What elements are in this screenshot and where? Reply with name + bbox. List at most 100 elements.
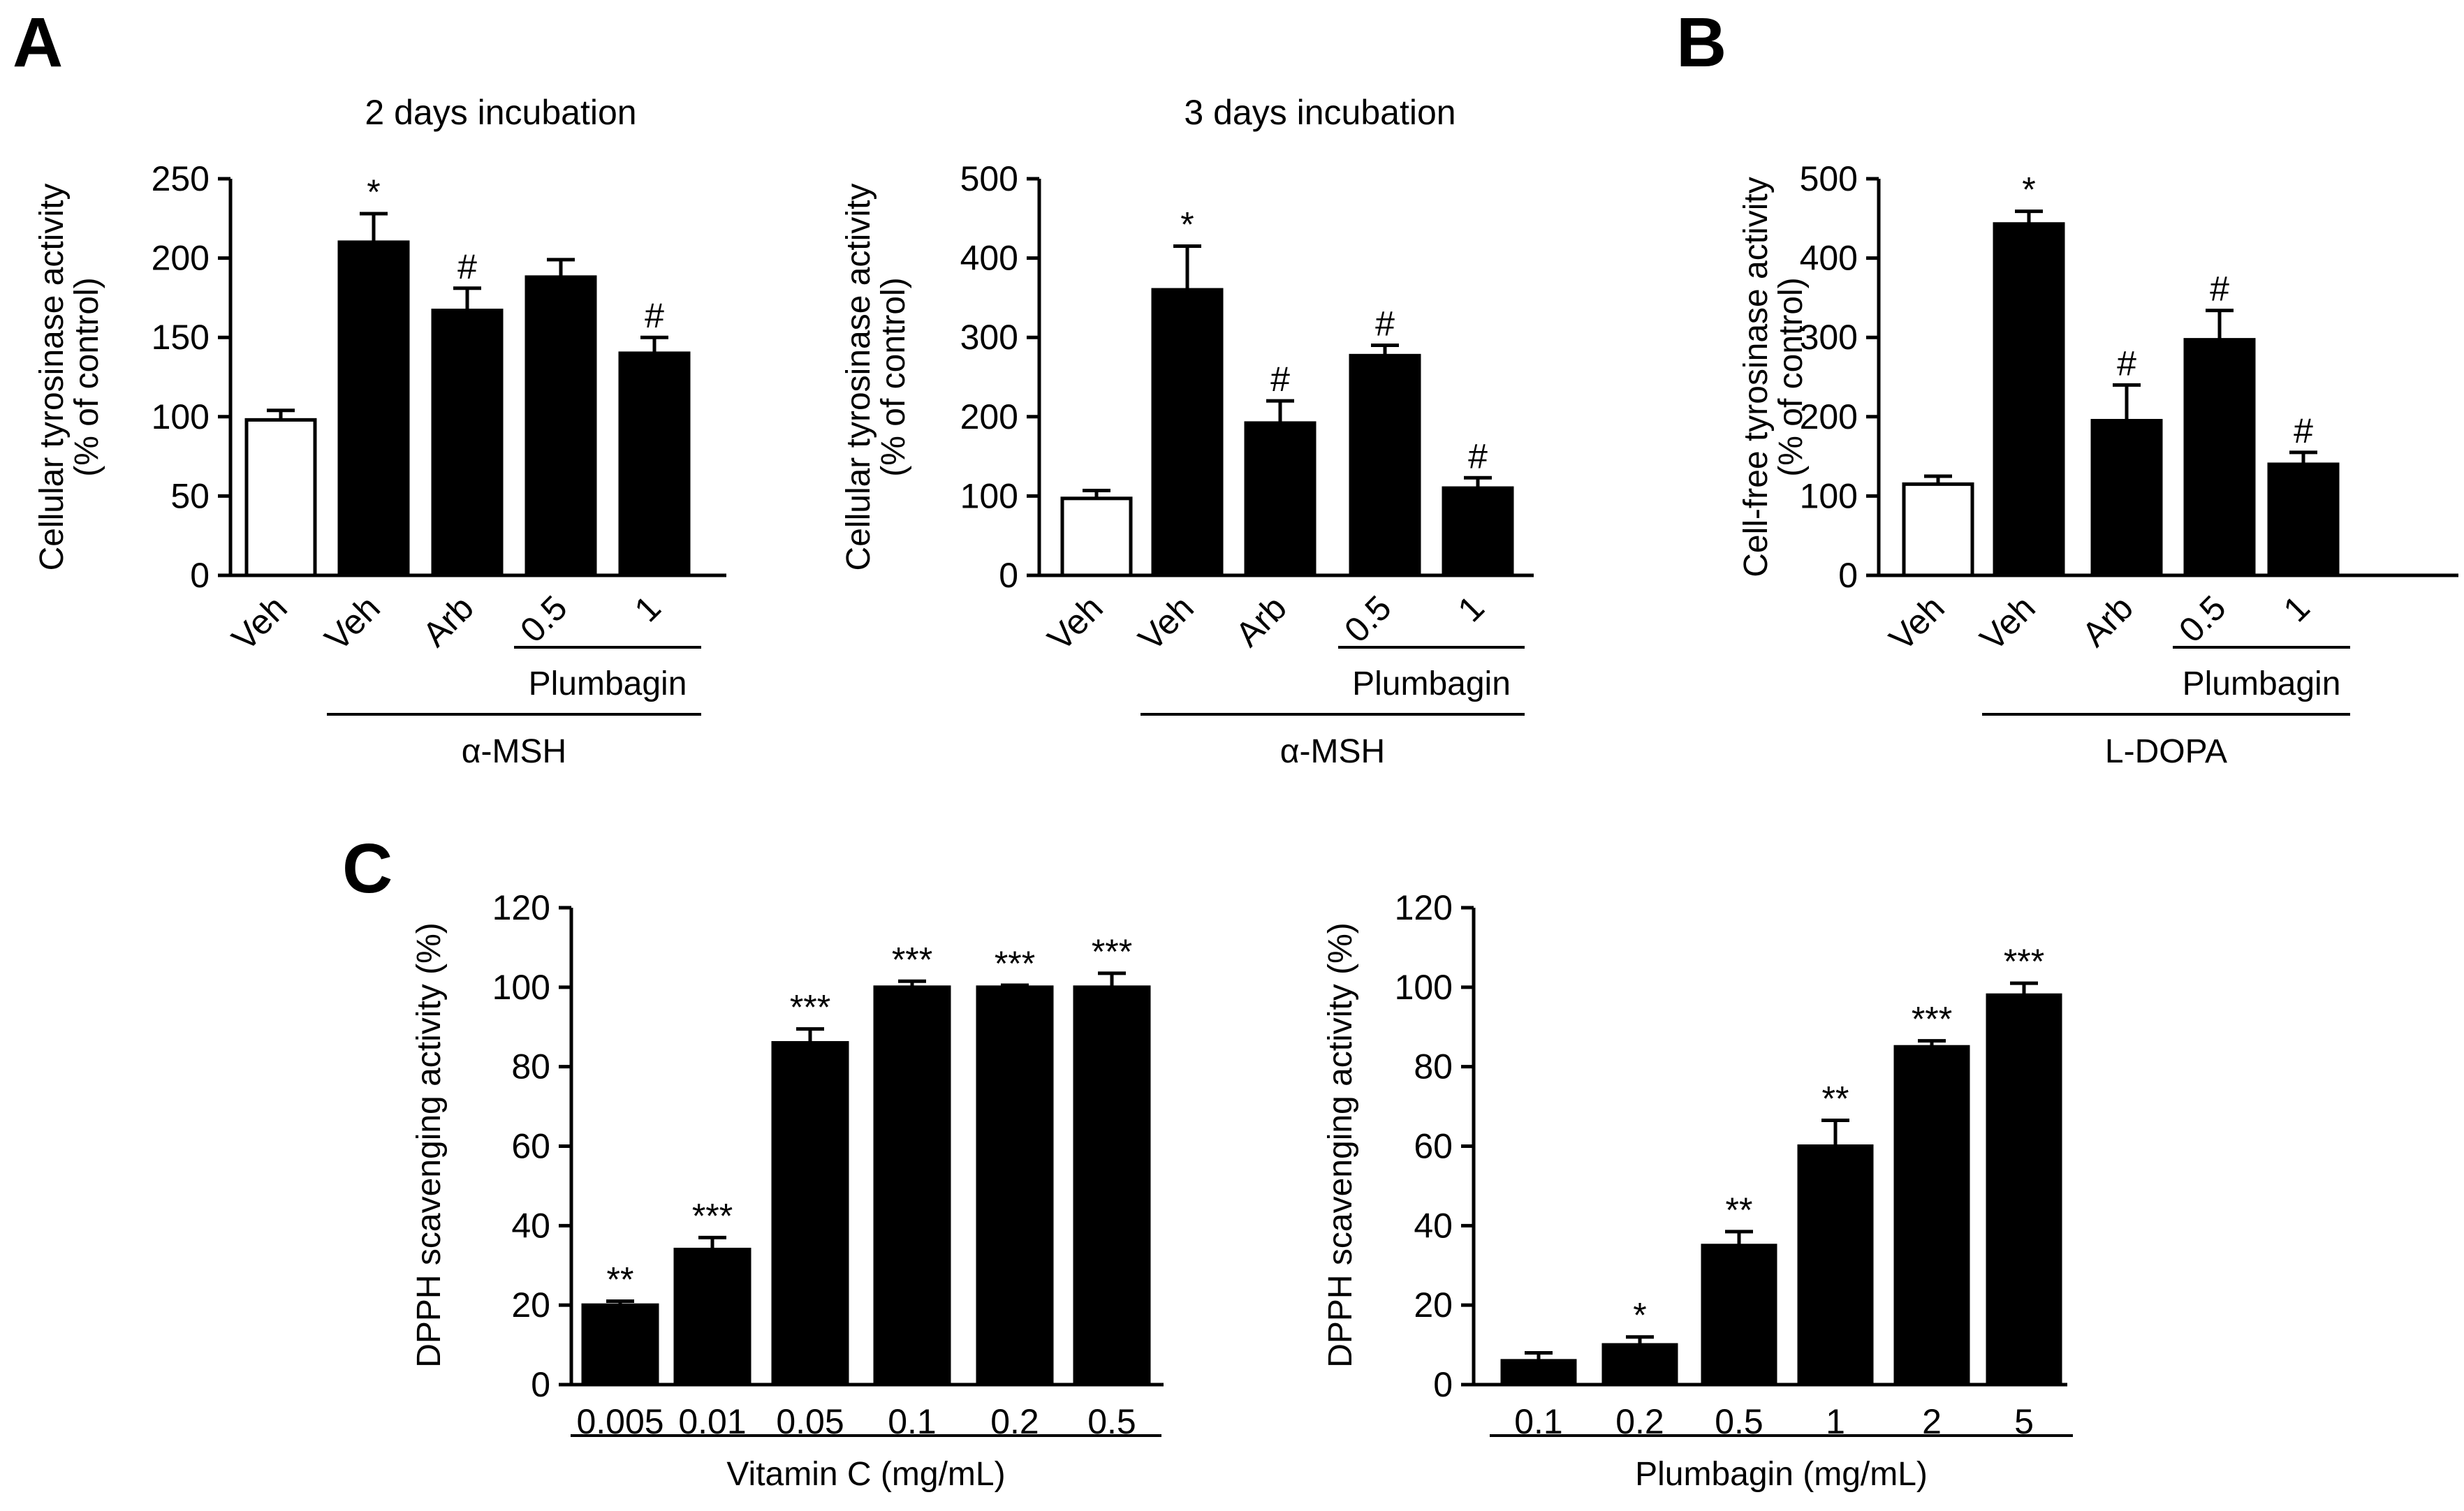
- group-label: Plumbagin: [1352, 665, 1511, 702]
- x-tick-label: 1: [1451, 588, 1492, 629]
- y-tick-label: 0: [1433, 1365, 1453, 1404]
- significance-mark: ***: [2004, 942, 2044, 981]
- y-tick-label: 40: [1414, 1206, 1453, 1245]
- significance-mark: ***: [995, 944, 1035, 983]
- bar: [1701, 1244, 1777, 1387]
- y-tick-label: 80: [511, 1047, 550, 1086]
- chart-a1-cellular-tyrosinase-2days: 2 days incubation 0 50 100 150 200 250 Cellular…: [34, 93, 726, 770]
- group-label: Plumbagin (mg/mL): [1635, 1456, 1928, 1493]
- y-tick-label: 20: [511, 1285, 550, 1325]
- group-label: Vitamin C (mg/mL): [726, 1456, 1005, 1493]
- x-tick-label: 0.5: [1337, 588, 1399, 650]
- y-tick-label: 150: [152, 318, 210, 357]
- significance-mark: ***: [1092, 932, 1132, 971]
- significance-mark: #: [2210, 270, 2229, 309]
- bar: [1993, 222, 2065, 577]
- y-tick-label: 400: [960, 239, 1018, 278]
- y-tick-label: 300: [960, 318, 1018, 357]
- y-tick-label: 100: [492, 968, 550, 1007]
- panel-letter-b: B: [1676, 3, 1726, 82]
- y-tick-label: 100: [1800, 476, 1858, 515]
- x-tick-label: Arb: [2074, 588, 2141, 654]
- x-tick-label: 1: [627, 588, 668, 629]
- significance-mark: #: [457, 247, 477, 286]
- y-axis-label-units: (% of control): [875, 277, 912, 476]
- bar: [1151, 288, 1224, 577]
- x-tick-label: Veh: [317, 588, 388, 658]
- y-axis-label: DPPH scavenging activity (%): [1322, 922, 1359, 1368]
- x-tick-label: Veh: [1972, 588, 2043, 658]
- y-tick-label: 200: [960, 397, 1018, 436]
- significance-mark: *: [367, 172, 380, 212]
- significance-mark: #: [1270, 360, 1290, 399]
- significance-mark: #: [1375, 304, 1395, 344]
- bar: [431, 309, 504, 577]
- y-tick-label: 0: [531, 1365, 550, 1404]
- chart-a2-cellular-tyrosinase-3days: 3 days incubation 0 100 200 300 400 500 Cellula…: [840, 93, 1534, 770]
- x-tick-label: Veh: [224, 588, 295, 658]
- y-tick-label: 250: [152, 159, 210, 198]
- y-tick-label: 500: [960, 159, 1018, 198]
- x-tick-label: Arb: [415, 588, 481, 654]
- significance-mark: *: [1180, 205, 1194, 244]
- x-tick-label: Veh: [1131, 588, 1201, 658]
- bar: [1797, 1144, 1874, 1387]
- significance-mark: **: [1822, 1079, 1849, 1119]
- bar: [618, 351, 691, 577]
- x-tick-label: 0.5: [513, 588, 575, 650]
- y-tick-label: 400: [1800, 239, 1858, 278]
- y-tick-label: 60: [511, 1127, 550, 1166]
- bar: [1442, 486, 1514, 577]
- group-label: α-MSH: [1280, 733, 1385, 770]
- y-tick-label: 200: [1800, 397, 1858, 436]
- y-tick-label: 100: [960, 476, 1018, 515]
- bar: [873, 985, 951, 1387]
- y-tick-label: 0: [999, 556, 1018, 595]
- group-label: L-DOPA: [2105, 733, 2227, 770]
- significance-mark: ***: [1912, 1000, 1952, 1039]
- x-tick-label: 1: [2276, 588, 2317, 629]
- bar: [1986, 993, 2062, 1387]
- chart-b-cell-free-tyrosinase: 0 100 200 300 400 500 Cell-free tyrosinase act…: [1738, 159, 2458, 770]
- y-tick-label: 120: [1395, 888, 1453, 927]
- x-tick-label: Arb: [1228, 588, 1294, 654]
- chart-title: 2 days incubation: [365, 93, 636, 132]
- significance-mark: ***: [892, 940, 932, 979]
- x-tick-label: Veh: [1882, 588, 1952, 658]
- significance-mark: #: [645, 296, 664, 335]
- group-label: α-MSH: [462, 733, 566, 770]
- significance-mark: ***: [692, 1196, 733, 1235]
- x-tick-label: 0.5: [2171, 588, 2234, 650]
- y-tick-label: 200: [152, 239, 210, 278]
- x-tick-label: Veh: [1040, 588, 1110, 658]
- y-tick-label: 120: [492, 888, 550, 927]
- y-tick-label: 0: [1838, 556, 1858, 595]
- bar: [771, 1041, 849, 1387]
- y-axis-label-units: (% of control): [1773, 277, 1810, 476]
- bar: [337, 240, 410, 577]
- y-axis-label: DPPH scavenging activity (%): [411, 922, 448, 1368]
- y-axis-label: Cell-free tyrosinase activity: [1738, 177, 1775, 577]
- y-tick-label: 100: [152, 397, 210, 436]
- y-tick-label: 300: [1800, 318, 1858, 357]
- group-label: Plumbagin: [2183, 665, 2341, 702]
- significance-mark: **: [607, 1260, 634, 1299]
- y-tick-label: 500: [1800, 159, 1858, 198]
- bar: [976, 985, 1054, 1387]
- bar: [1244, 421, 1317, 577]
- bar: [2090, 418, 2163, 577]
- y-tick-label: 100: [1395, 968, 1453, 1007]
- bar: [1060, 496, 1133, 577]
- y-tick-label: 20: [1414, 1285, 1453, 1325]
- group-label: Plumbagin: [529, 665, 687, 702]
- bar: [1349, 353, 1421, 577]
- panel-letter-a: A: [13, 3, 63, 82]
- significance-mark: #: [2117, 344, 2136, 383]
- bar: [1601, 1343, 1678, 1387]
- significance-mark: *: [1633, 1296, 1646, 1335]
- chart-c2-dpph-plumbagin: 0 20 40 60 80 100 120 DPPH scavenging activity …: [1322, 888, 2073, 1493]
- y-axis-label: Cellular tyrosinase activity: [840, 184, 877, 571]
- y-tick-label: 60: [1414, 1127, 1453, 1166]
- bar: [1902, 482, 1974, 577]
